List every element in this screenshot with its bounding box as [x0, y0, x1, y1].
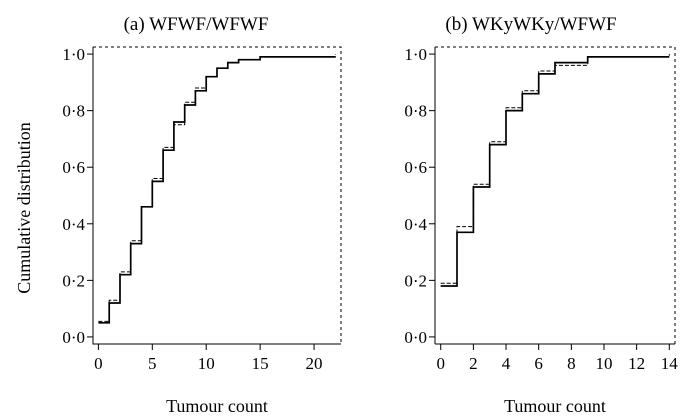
panel-a-y-tick-label: 0·8 — [62, 102, 85, 121]
panel-b-y-tick-label: 0·8 — [404, 102, 427, 121]
panel-a-frame — [92, 46, 342, 345]
panel-b-y-tick-label: 0·0 — [404, 328, 427, 347]
panel-a: (a) WFWF/WFWF 0·0 0·2 0·4 0·6 0·8 1·0 0 5 10 15 20… — [62, 14, 342, 416]
y-axis-title: Cumulative distribution — [14, 122, 34, 294]
panel-b-x-tick-label: 10 — [595, 354, 612, 373]
panel-b-title: (b) WKyWKy/WFWF — [445, 14, 616, 35]
panel-b-y-tick-label: 0·6 — [404, 158, 427, 177]
panel-a-title: (a) WFWF/WFWF — [124, 14, 269, 35]
panel-a-y-tick-label: 1·0 — [62, 45, 85, 64]
panel-b-series-dashed — [440, 54, 670, 284]
panel-a-axes: 0·0 0·2 0·4 0·6 0·8 1·0 0 5 10 15 20 — [62, 45, 341, 373]
panel-b-axes: 0·0 0·2 0·4 0·6 0·8 1·0 0 2 4 6 8 10 12 14 — [404, 45, 678, 373]
panel-a-series-dashed — [98, 54, 337, 322]
panel-b-x-tick-label: 12 — [628, 354, 645, 373]
panel-b-y-tick-label: 0·4 — [404, 215, 427, 234]
panel-b-x-tick-label: 4 — [502, 354, 511, 373]
panel-a-x-tick-label: 10 — [198, 354, 215, 373]
panel-b: (b) WKyWKy/WFWF 0·00·20·40·60·81·00 2 4 6 8 1… — [404, 14, 678, 416]
panel-b-x-tick-label: 8 — [567, 354, 576, 373]
panel-a-y-tick-label: 0·6 — [62, 158, 85, 177]
panel-a-x-tick-label: 0 — [94, 354, 103, 373]
panel-b-frame — [434, 46, 676, 345]
panel-a-series — [98, 54, 337, 324]
panel-b-y-tick-label: 0·2 — [404, 271, 427, 290]
panel-a-series-solid — [98, 56, 336, 324]
panel-a-y-tick-label: 0·2 — [62, 271, 85, 290]
panel-a-x-tick-label: 5 — [148, 354, 157, 373]
panel-b-series — [440, 54, 670, 287]
panel-b-x-tick-label: 0 — [436, 354, 445, 373]
panel-a-y-tick-label: 0·0 — [62, 328, 85, 347]
panel-a-x-tick-label: 20 — [306, 354, 323, 373]
panel-b-x-axis-title: Tumour count — [504, 396, 606, 416]
panel-b-x-tick-label: 6 — [534, 354, 543, 373]
panel-b-y-tick-label: 1·0 — [404, 45, 427, 64]
panel-a-x-axis-title: Tumour count — [166, 396, 268, 416]
panel-a-x-tick-label: 15 — [252, 354, 269, 373]
panel-b-x-tick-label: 14 — [661, 354, 679, 373]
panel-a-y-tick-label: 0·4 — [62, 215, 85, 234]
panel-b-series-solid — [440, 56, 670, 287]
panel-b-x-tick-label: 2 — [469, 354, 478, 373]
